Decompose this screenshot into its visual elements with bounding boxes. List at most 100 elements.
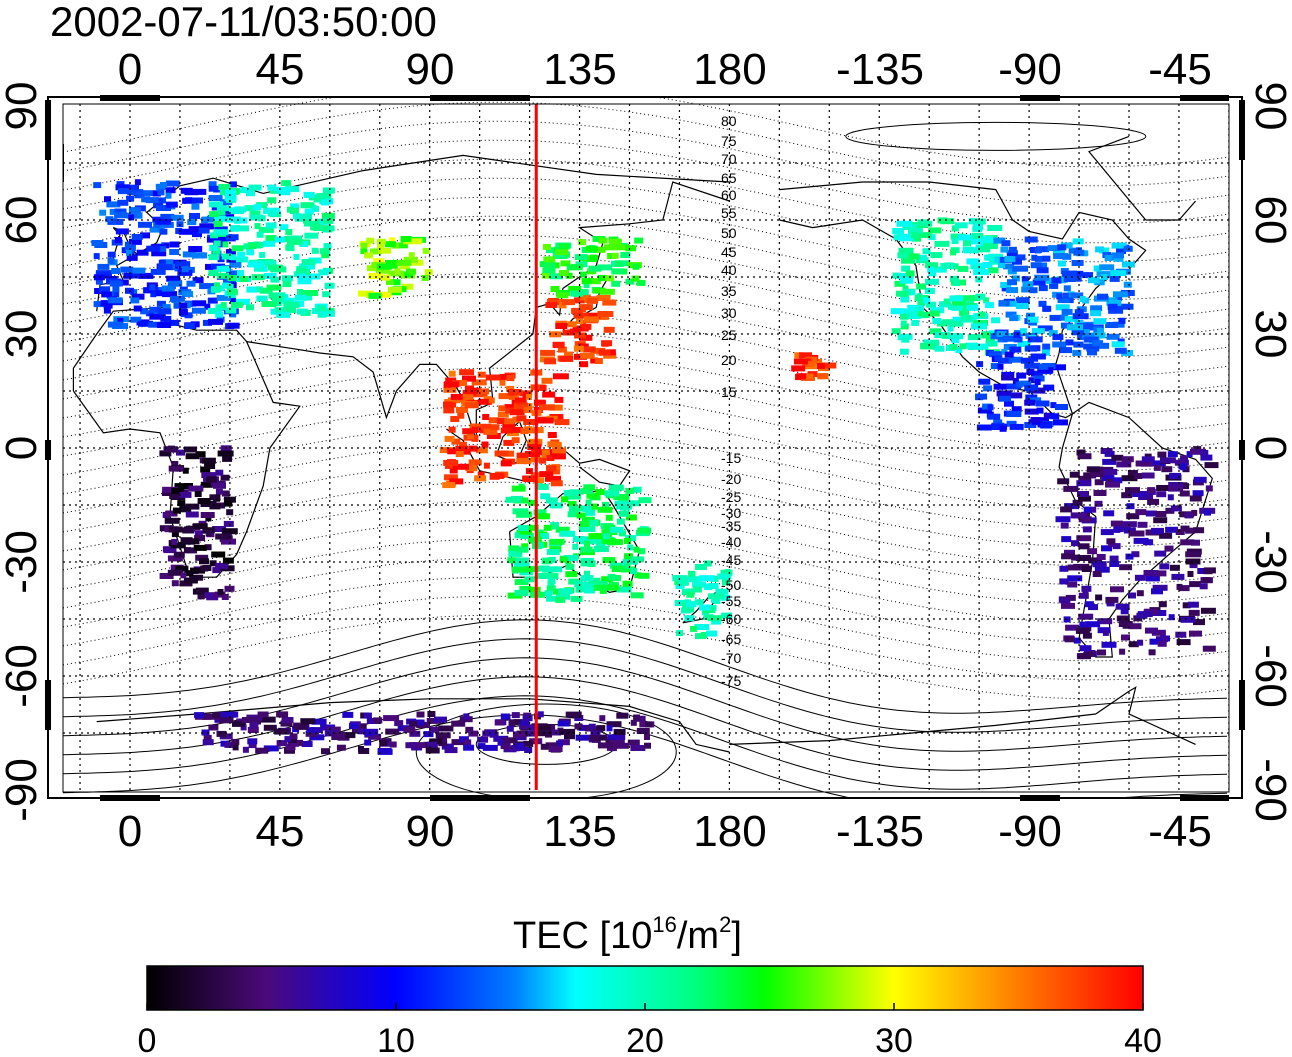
contour-label: -65 — [721, 631, 741, 647]
tec-pixel — [246, 286, 258, 293]
tec-pixel — [126, 212, 143, 219]
contour-line — [62, 348, 1228, 434]
tec-pixel — [249, 210, 261, 217]
tec-pixel — [612, 742, 629, 749]
contour-label: 75 — [721, 133, 737, 149]
tec-pixel — [1185, 551, 1202, 558]
tec-pixel — [624, 563, 631, 569]
tec-pixel — [126, 249, 132, 256]
tec-pixel — [535, 724, 552, 731]
tec-pixel — [126, 195, 135, 202]
tec-pixel — [1168, 485, 1184, 492]
tec-pixel — [901, 265, 911, 272]
tec-pixel — [569, 505, 584, 512]
tec-pixel — [274, 728, 290, 735]
x-tick-label: -135 — [836, 45, 924, 94]
tec-pixel — [288, 737, 297, 743]
tec-pixel — [539, 471, 554, 478]
tec-pixel — [1095, 246, 1105, 253]
tec-pixel — [541, 454, 551, 461]
tec-pixel — [514, 589, 529, 596]
tec-pixel — [229, 254, 237, 261]
tec-pixel — [1030, 262, 1042, 269]
tec-pixel — [636, 279, 646, 286]
tec-pixel — [475, 447, 488, 454]
tec-pixel — [150, 268, 166, 275]
tec-pixel — [593, 584, 609, 591]
tec-pixel — [182, 251, 196, 258]
tec-pixel — [590, 347, 606, 354]
tec-pixel — [923, 297, 931, 304]
tec-pixel — [519, 586, 532, 592]
tec-pixel — [1102, 629, 1109, 636]
tec-pixel — [181, 266, 189, 273]
tec-pixel — [191, 307, 206, 314]
tec-pixel — [694, 564, 707, 570]
contour-line — [62, 215, 1228, 301]
tec-pixel — [477, 743, 486, 750]
tec-pixel — [631, 275, 640, 282]
tec-pixel — [192, 277, 204, 284]
tec-pixel — [987, 267, 999, 274]
tec-pixel — [538, 565, 550, 572]
tec-pixel — [525, 393, 532, 400]
contour-label: 20 — [721, 352, 737, 368]
tec-pixel — [1132, 491, 1148, 497]
tec-pixel — [215, 533, 231, 540]
tec-pixel — [263, 273, 277, 279]
tec-pixel — [1041, 349, 1050, 356]
frame-tick — [100, 795, 160, 801]
tec-pixel — [542, 391, 556, 398]
tec-pixel — [463, 744, 475, 751]
tec-pixel — [911, 319, 920, 326]
tec-pixel — [101, 291, 113, 298]
x-tick-label: 90 — [406, 45, 455, 94]
tec-pixel — [94, 288, 104, 294]
tec-pixel — [994, 256, 1004, 263]
tec-pixel — [148, 321, 163, 328]
tec-pixel — [290, 740, 300, 747]
tec-pixel — [540, 493, 551, 500]
tec-pixel — [998, 357, 1012, 364]
tec-pixel — [215, 488, 223, 495]
contour-line — [62, 158, 1228, 244]
tec-pixel — [921, 311, 930, 318]
tec-pixel — [223, 520, 234, 527]
tec-pixel — [1153, 570, 1167, 577]
tec-pixel — [429, 738, 443, 745]
tec-pixel — [188, 246, 203, 252]
contour-line — [62, 500, 1228, 586]
tec-pixel — [707, 583, 719, 589]
tec-pixel — [1093, 490, 1107, 496]
contour-label: 65 — [721, 170, 737, 186]
tec-pixel — [300, 718, 316, 725]
x-tick-label: 135 — [543, 45, 616, 94]
y-tick-label: 90 — [1246, 82, 1292, 131]
tec-pixel — [216, 265, 230, 272]
tec-pixel — [217, 241, 226, 248]
tec-pixel — [464, 739, 472, 746]
tec-pixel — [952, 280, 960, 286]
tec-pixel — [1028, 377, 1036, 384]
tec-pixel — [156, 205, 171, 211]
tec-pixel — [305, 273, 321, 280]
tec-pixel — [625, 514, 637, 521]
tec-pixel — [1121, 349, 1134, 356]
tec-pixel — [582, 505, 596, 512]
tec-pixel — [163, 446, 178, 453]
contour-label: 80 — [721, 113, 737, 129]
tec-pixel — [951, 225, 959, 232]
tec-pixel — [630, 592, 644, 599]
tec-pixel — [951, 299, 966, 306]
tec-pixel — [1151, 527, 1164, 534]
tec-pixel — [908, 253, 920, 260]
tec-pixel — [584, 587, 596, 594]
tec-pixel — [608, 238, 622, 245]
tec-pixel — [459, 379, 468, 386]
tec-pixel — [1009, 315, 1019, 322]
tec-pixel — [932, 318, 942, 324]
tec-pixel — [543, 256, 556, 263]
tec-pixel — [924, 287, 935, 294]
tec-pixel — [1059, 597, 1071, 604]
tec-pixel — [1128, 592, 1136, 599]
